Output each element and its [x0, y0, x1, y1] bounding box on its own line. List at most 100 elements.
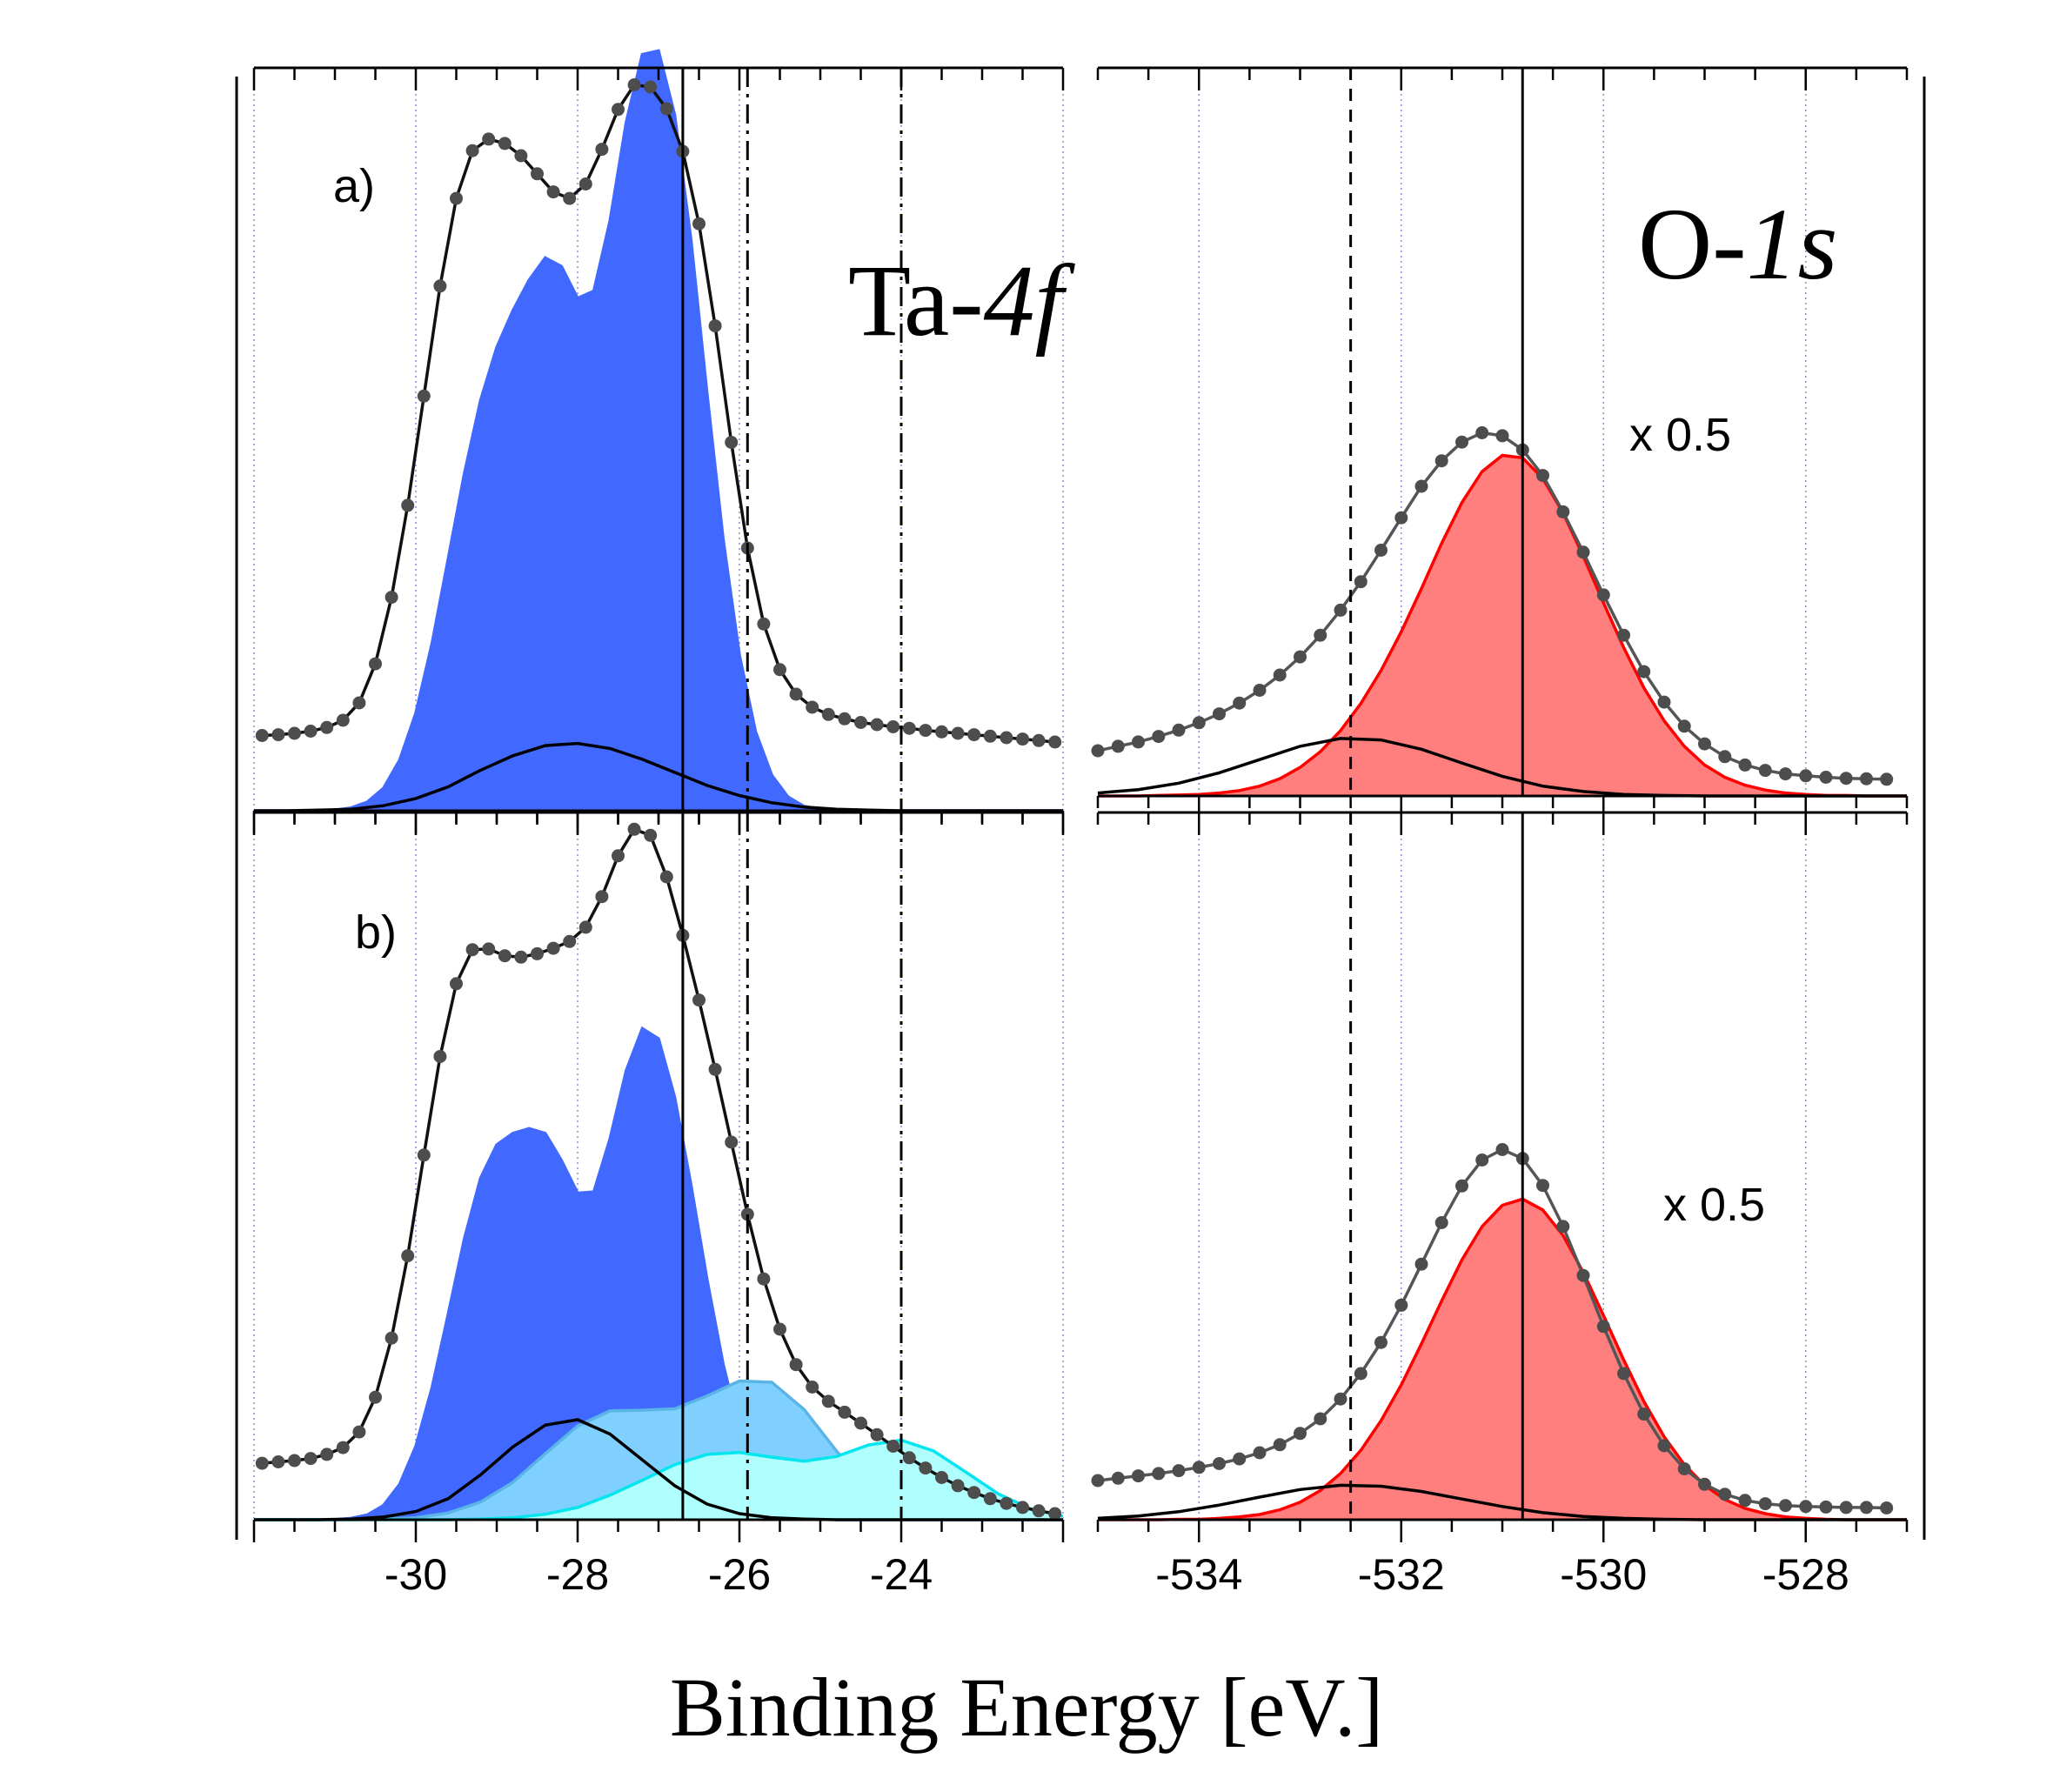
data-point [1576, 1268, 1590, 1282]
data-point [482, 132, 496, 146]
data-point [498, 137, 512, 150]
data-point [838, 712, 852, 725]
x-tick-label: -532 [1358, 1550, 1445, 1599]
data-point [1394, 511, 1408, 525]
data-point [271, 728, 285, 742]
data-point [1172, 723, 1186, 737]
data-point [563, 934, 577, 948]
data-point [1799, 769, 1813, 783]
data-point [255, 729, 269, 742]
data-point [1016, 732, 1029, 746]
data-point [1455, 435, 1468, 449]
data-point [385, 1331, 398, 1345]
x-tick-label: -24 [870, 1550, 933, 1599]
data-point [1677, 1462, 1691, 1475]
data-point [1657, 1439, 1671, 1453]
x-tick-label: -534 [1155, 1550, 1242, 1599]
data-point [482, 942, 496, 956]
data-point [757, 617, 771, 631]
data-point [450, 191, 463, 205]
data-point [983, 729, 997, 743]
data-point [692, 217, 706, 231]
data-point [401, 1249, 415, 1263]
x-tick-label: -26 [708, 1550, 771, 1599]
data-point [789, 1358, 803, 1372]
data-point [773, 663, 786, 677]
component-curve [1098, 1197, 1907, 1521]
component-fill [254, 50, 1063, 811]
data-point [967, 1486, 981, 1500]
data-point [1233, 1452, 1247, 1466]
data-point [708, 319, 722, 333]
data-point [1394, 1298, 1408, 1312]
data-point [401, 498, 415, 512]
data-point [1354, 1367, 1368, 1381]
data-point [1434, 1216, 1448, 1229]
data-point [886, 720, 900, 733]
data-point [1839, 772, 1853, 786]
data-point [1192, 716, 1206, 730]
ta-4f-title-prefix: Ta- [848, 244, 984, 358]
data-point [1475, 1153, 1489, 1167]
data-point [1111, 1471, 1125, 1485]
data-point [1617, 1367, 1630, 1381]
data-point [1048, 735, 1062, 749]
data-point [1294, 650, 1307, 664]
data-point [1495, 1143, 1509, 1156]
data-point [951, 1479, 965, 1493]
o-1s-title: O-1s [1638, 187, 1837, 301]
data-point [465, 943, 479, 957]
data-point [1637, 665, 1651, 679]
data-point [1657, 695, 1671, 709]
data-point [806, 700, 819, 714]
data-point [659, 870, 673, 884]
data-point [1213, 707, 1226, 721]
data-point [1273, 1438, 1287, 1452]
data-point [1273, 668, 1287, 682]
data-point [1819, 771, 1833, 784]
data-point [1758, 764, 1772, 778]
component-curve [1098, 453, 1907, 798]
data-point [385, 591, 398, 605]
data-point [854, 716, 867, 729]
o-1s-title-prefix: O- [1638, 187, 1747, 301]
data-point [838, 1405, 852, 1419]
data-point [1213, 1457, 1226, 1470]
data-point [1192, 1461, 1206, 1474]
data-point [1779, 767, 1792, 781]
data-point [531, 167, 544, 181]
data-point [740, 1207, 754, 1221]
data-point [1414, 1257, 1428, 1271]
data-point [1556, 505, 1570, 518]
data-point [288, 726, 301, 740]
data-point [1475, 426, 1489, 439]
data-point [1779, 1499, 1792, 1513]
data-point [304, 725, 318, 738]
data-point [1000, 1496, 1013, 1510]
panel-label-b: b) [355, 906, 397, 959]
x-tick-label: -28 [546, 1550, 609, 1599]
panel-o-1s-a [1091, 66, 1909, 819]
data-point [935, 725, 948, 739]
data-point [902, 1451, 916, 1465]
data-point [1819, 1500, 1833, 1514]
data-point [271, 1455, 285, 1468]
data-point [1111, 739, 1125, 753]
data-point [1253, 1446, 1267, 1460]
data-point [692, 993, 706, 1007]
data-point [1799, 1500, 1813, 1514]
data-point [369, 1390, 382, 1404]
data-point [1233, 696, 1247, 710]
data-point [352, 1425, 366, 1439]
data-point [1032, 1504, 1046, 1518]
data-point [1860, 772, 1873, 786]
data-point [935, 1471, 948, 1484]
fit-envelope [1097, 1147, 1887, 1510]
data-point [1596, 588, 1610, 602]
data-point [1617, 628, 1630, 642]
data-point [644, 80, 658, 94]
data-point [498, 949, 512, 963]
data-point [1374, 544, 1388, 557]
data-point [1253, 684, 1267, 697]
